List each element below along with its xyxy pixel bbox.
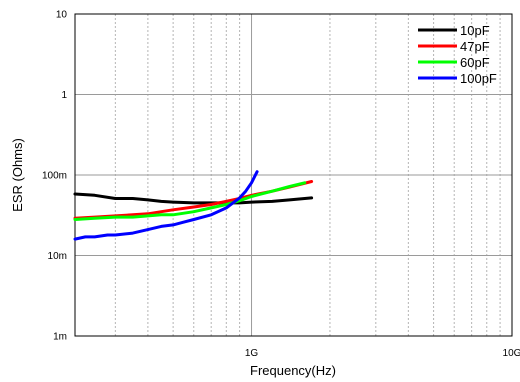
y-axis-label: ESR (Ohms)	[10, 138, 25, 212]
series-line-10pF	[73, 192, 314, 205]
x-tick-label: 10G	[503, 348, 520, 359]
plot-frame	[74, 13, 513, 337]
y-tick-label: 10	[56, 10, 68, 21]
series-layer	[73, 170, 314, 241]
y-tick-label: 10m	[48, 251, 67, 262]
legend-label: 100pF	[460, 71, 497, 86]
y-tick-label: 100m	[42, 171, 67, 182]
x-tick-label: 1G	[245, 348, 259, 359]
series-line-60pF	[73, 181, 307, 221]
x-axis-label: Frequency(Hz)	[250, 363, 336, 378]
series-line-100pF	[73, 170, 259, 241]
tick-labels: 10 1 100m 10m 1m 1G 10G	[42, 10, 520, 360]
legend-label: 47pF	[460, 39, 490, 54]
legend-label: 10pF	[460, 23, 490, 38]
grid	[75, 14, 512, 336]
y-tick-label: 1m	[53, 332, 67, 343]
y-tick-label: 1	[61, 90, 67, 101]
legend-label: 60pF	[460, 55, 490, 70]
